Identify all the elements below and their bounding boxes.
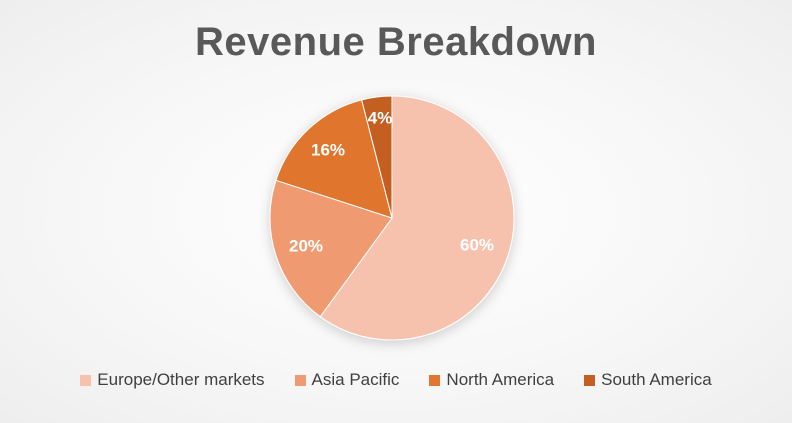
slice-label: 4% bbox=[368, 108, 393, 127]
legend-swatch bbox=[294, 374, 306, 386]
pie-slice-south-america bbox=[361, 95, 393, 219]
pie-slice-north-america bbox=[275, 99, 393, 219]
pie-slices bbox=[269, 95, 515, 341]
legend-item: North America bbox=[429, 370, 554, 390]
chart-title: Revenue Breakdown bbox=[195, 20, 597, 64]
slice-label: 20% bbox=[289, 236, 323, 255]
legend-swatch bbox=[80, 374, 92, 386]
legend-swatch bbox=[429, 374, 441, 386]
pie-slice-europe-other-markets bbox=[319, 95, 515, 341]
legend-label: Asia Pacific bbox=[311, 370, 400, 389]
slice-label: 16% bbox=[311, 140, 345, 159]
legend-item: Asia Pacific bbox=[294, 370, 400, 390]
pie-slice-labels: 60% 20% 16% 4% bbox=[289, 108, 494, 255]
legend-label: South America bbox=[601, 370, 712, 389]
legend-label: North America bbox=[446, 370, 555, 389]
slice-label: 60% bbox=[460, 235, 494, 254]
legend-label: Europe/Other markets bbox=[97, 370, 265, 389]
legend-item: South America bbox=[584, 370, 712, 390]
legend: Europe/Other markets Asia Pacific North Am… bbox=[0, 370, 792, 390]
legend-item: Europe/Other markets bbox=[80, 370, 265, 390]
legend-swatch bbox=[584, 374, 596, 386]
pie-slice-asia-pacific bbox=[269, 179, 393, 318]
